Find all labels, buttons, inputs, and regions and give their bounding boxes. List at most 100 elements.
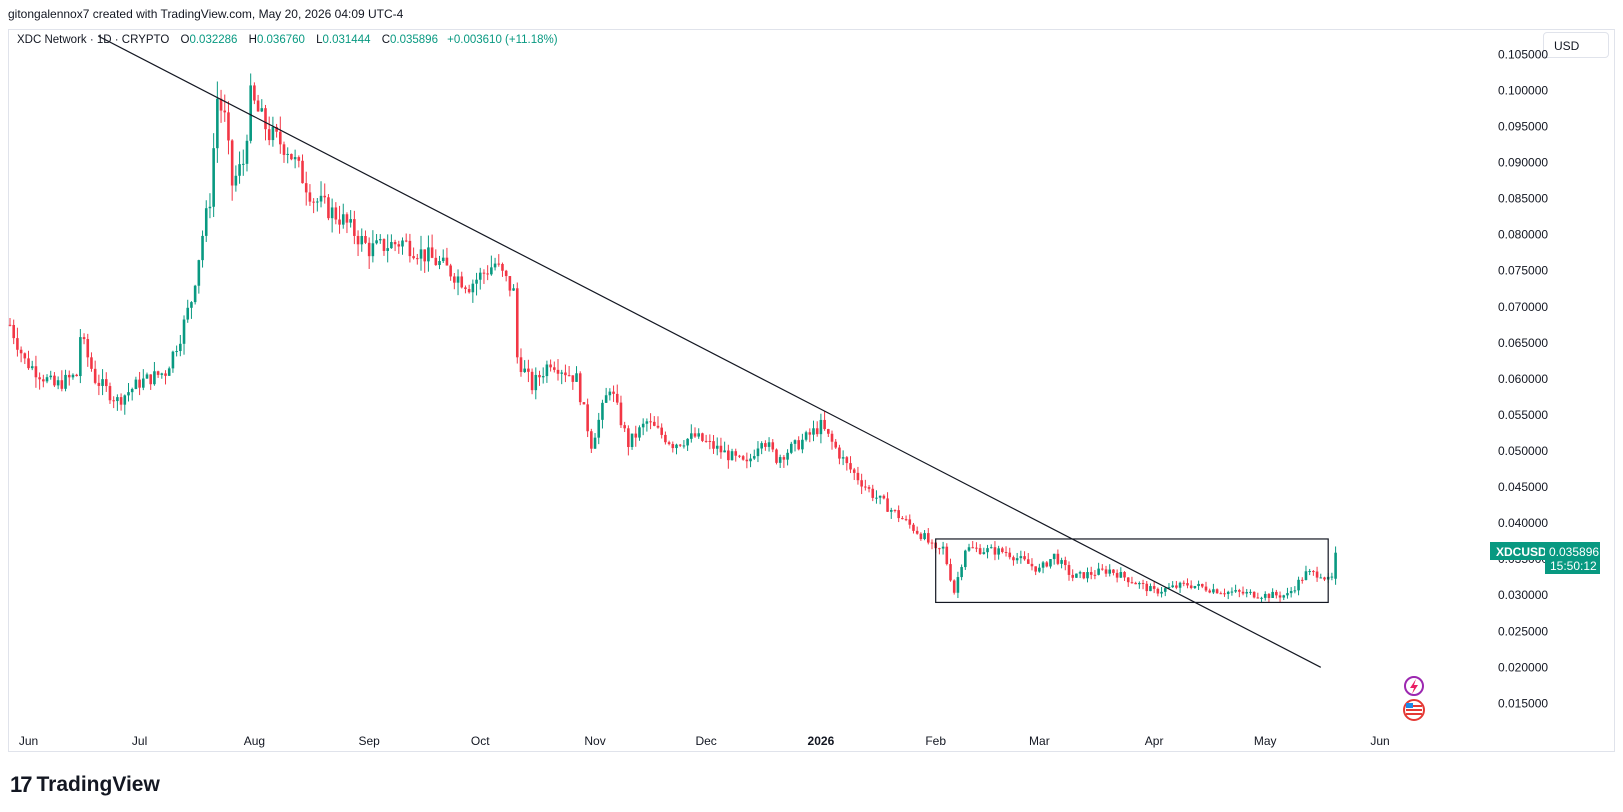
y-tick-label: 0.015000	[1498, 696, 1548, 710]
candle-body	[1126, 577, 1130, 583]
us-flag-icon[interactable]	[1403, 699, 1425, 721]
candle-body	[975, 547, 978, 549]
candle-body	[686, 438, 689, 446]
candle-body	[149, 374, 153, 385]
candle-body	[926, 533, 930, 543]
candle-body	[830, 433, 834, 442]
candle-body	[893, 510, 897, 512]
candle-body	[419, 249, 423, 259]
candle-body	[738, 455, 741, 457]
chart-panel[interactable]	[8, 29, 1615, 752]
candle-body	[515, 288, 519, 358]
candle-body	[867, 487, 871, 489]
candle-body	[1308, 571, 1311, 573]
candle-body	[1093, 574, 1097, 576]
candle-body	[1289, 591, 1293, 594]
candle-body	[864, 486, 867, 488]
candle-body	[852, 469, 856, 473]
tradingview-logo[interactable]: 17 TradingView	[10, 772, 160, 798]
candle-body	[1026, 559, 1030, 564]
candle-body	[1049, 559, 1052, 567]
candle-body	[308, 192, 312, 202]
candle-body	[156, 371, 160, 375]
downtrend-line[interactable]	[98, 35, 1322, 668]
candle-body	[34, 366, 38, 378]
y-tick-label: 0.040000	[1498, 516, 1548, 530]
candle-body	[638, 427, 641, 438]
candle-body	[1134, 582, 1137, 585]
candle-body	[1167, 587, 1171, 589]
candle-body	[497, 263, 501, 265]
candle-body	[60, 380, 64, 389]
candle-body	[845, 457, 849, 464]
candle-body	[682, 445, 686, 447]
candle-body	[904, 519, 908, 521]
candle-body	[423, 249, 427, 262]
candle-body	[64, 374, 67, 389]
candle-body	[1323, 577, 1326, 580]
candle-body	[175, 351, 178, 353]
candle-body	[578, 373, 582, 403]
candle-body	[349, 219, 352, 223]
candle-body	[860, 480, 863, 487]
candle-body	[1304, 571, 1308, 580]
lightning-icon[interactable]	[1404, 676, 1424, 696]
candle-body	[397, 244, 401, 247]
candle-body	[1256, 597, 1260, 599]
candle-body	[334, 207, 338, 220]
x-tick-label: Mar	[1029, 734, 1050, 748]
candle-body	[630, 433, 634, 448]
candle-body	[312, 201, 315, 203]
y-tick-label: 0.065000	[1498, 336, 1548, 350]
candle-body	[467, 289, 471, 293]
candle-body	[8, 324, 12, 326]
candle-body	[897, 510, 900, 519]
candle-body	[1223, 593, 1226, 595]
candle-body	[715, 445, 719, 449]
candle-body	[608, 391, 612, 396]
candle-body	[145, 374, 149, 379]
candle-body	[97, 382, 101, 386]
candle-body	[619, 402, 623, 426]
candle-body	[234, 175, 238, 186]
candle-body	[1278, 595, 1282, 598]
candle-body	[38, 377, 41, 380]
legend-symbol[interactable]: XDC Network · 1D · CRYPTO	[17, 34, 170, 46]
currency-button[interactable]: USD	[1543, 32, 1609, 58]
legend-high-value: 0.036760	[256, 34, 305, 46]
y-tick-label: 0.070000	[1498, 300, 1548, 314]
consolidation-range-box[interactable]	[935, 538, 1329, 604]
candle-body	[730, 451, 734, 461]
candle-body	[571, 375, 575, 382]
candle-body	[527, 368, 530, 372]
candle-body	[1267, 593, 1271, 598]
candle-body	[960, 567, 963, 578]
candle-body	[567, 375, 571, 377]
y-tick-label: 0.030000	[1498, 588, 1548, 602]
candle-body	[401, 240, 404, 247]
candle-body	[464, 287, 467, 290]
candle-body	[1112, 569, 1115, 573]
candle-body	[112, 400, 115, 402]
y-tick-label: 0.020000	[1498, 660, 1548, 674]
candle-body	[179, 343, 182, 352]
candle-body	[364, 236, 367, 243]
candle-body	[982, 552, 986, 554]
candle-body	[341, 214, 345, 225]
candle-body	[208, 206, 212, 209]
y-tick-label: 0.105000	[1498, 47, 1548, 61]
candle-body	[512, 288, 515, 291]
candle-body	[519, 357, 523, 373]
candle-body	[434, 257, 438, 266]
attribution-text: gitongalennox7 created with TradingView.…	[8, 7, 404, 21]
candle-body	[1063, 560, 1067, 566]
candle-body	[1275, 591, 1278, 596]
last-price-tag: XDCUSD 0.035896 15:50:12	[1490, 542, 1600, 574]
candle-body	[245, 140, 249, 164]
candle-body	[797, 440, 800, 450]
candle-body	[882, 495, 886, 499]
candle-body	[604, 395, 608, 403]
price-tag-ticker: XDCUSD	[1496, 545, 1547, 559]
x-tick-label: Jun	[1370, 734, 1389, 748]
